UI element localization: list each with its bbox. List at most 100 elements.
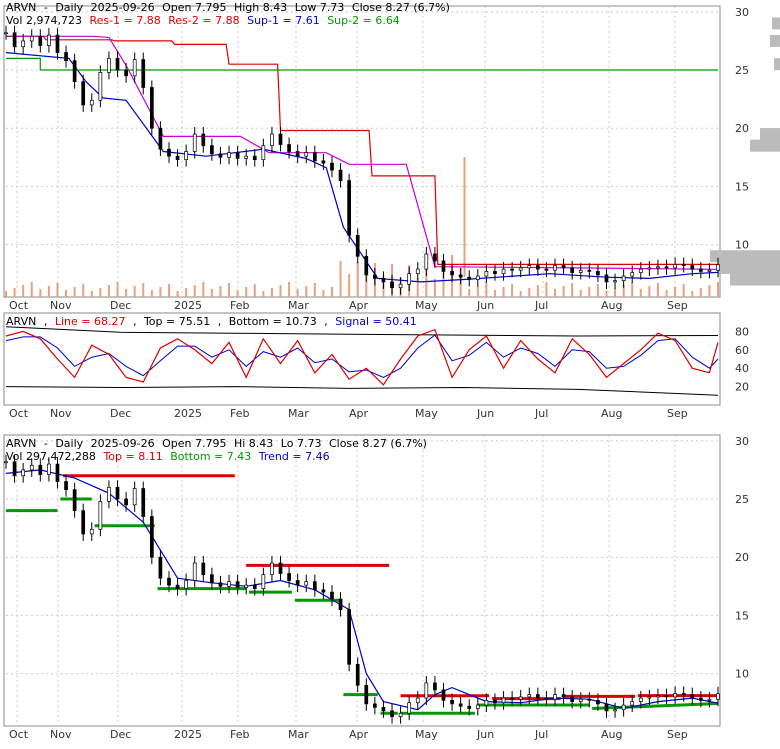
trend-candle-body — [450, 700, 454, 705]
trend-candle-body — [587, 698, 592, 701]
price-volume-bar — [596, 284, 599, 297]
osc-line — [5, 328, 719, 386]
price-candle-body — [390, 281, 394, 289]
price-volume-bar — [571, 283, 574, 297]
price-volume-bar — [47, 286, 50, 297]
osc-bottom-line — [5, 386, 719, 396]
price-volume-bar — [125, 289, 128, 297]
price-candle-body — [287, 144, 291, 152]
price-volume-bar — [691, 291, 694, 297]
price-legend-res1: Res-1 = 7.88 — [89, 14, 161, 27]
trend-candle-body — [64, 481, 68, 491]
price-candle-body — [458, 274, 463, 278]
trend-candle-body — [47, 463, 51, 475]
trend-candle-body — [235, 581, 240, 588]
price-candle-body — [29, 35, 34, 42]
price-volume-bar — [305, 286, 308, 297]
trend-frame — [3, 434, 721, 727]
osc-top-line — [5, 326, 719, 337]
price-candle-body — [467, 276, 472, 280]
price-volume-bar — [682, 284, 685, 297]
trend-candle-body — [355, 663, 360, 686]
trend-legend-top: Top = 8.11 — [103, 450, 163, 463]
price-volume-bar — [674, 287, 677, 297]
price-legend-line1: ARVN - Daily 2025-09-26 Open 7.795 High … — [6, 1, 450, 14]
price-volume-bar — [322, 290, 325, 297]
oscillator-panel: 20 40 60 80 Oct Nov Dec 2025 Feb Mar Apr May Jun Jul A… — [3, 312, 749, 420]
price-candle-body — [64, 52, 68, 62]
trend-candle-body — [38, 464, 43, 475]
price-volume-bar — [73, 287, 76, 297]
price-volume-bar — [30, 282, 33, 297]
price-volume-bar — [511, 284, 514, 297]
trend-candle-body — [664, 695, 669, 698]
price-x-tick-label: Jul — [534, 299, 548, 312]
trend-candle-body — [390, 710, 394, 718]
price-candle-body — [347, 180, 351, 236]
price-volume-spike — [463, 157, 466, 277]
price-volume-bar — [13, 288, 16, 297]
trend-y-tick-label: 20 — [735, 551, 749, 564]
price-x-tick-label: Sep — [667, 299, 688, 312]
price-candle-body — [690, 265, 695, 270]
trend-candle-body — [252, 584, 257, 589]
trend-candle-body — [149, 516, 154, 558]
trend-candle-body — [381, 707, 386, 712]
price-volume-profile-bar — [774, 58, 780, 71]
trend-candle-body — [501, 697, 506, 704]
price-volume-bar — [493, 290, 496, 297]
osc-x-tick-label: Jul — [534, 407, 548, 420]
trend-candle-body — [621, 704, 626, 711]
price-volume-bar — [193, 285, 196, 297]
trend-candle-body — [227, 581, 231, 587]
osc-x-tick-label: Feb — [230, 407, 249, 420]
trend-candle-body — [613, 709, 617, 712]
trend-candle-body — [124, 498, 128, 506]
trend-candle-body — [681, 693, 686, 695]
trend-candle-body — [192, 562, 197, 581]
trend-x-tick-label: Apr — [349, 728, 369, 741]
trend-candle-body — [158, 556, 163, 579]
price-legend-high: High 8.43 — [233, 1, 288, 14]
price-legend-vol: Vol 2,974,723 — [6, 14, 82, 27]
price-volume-bar — [330, 287, 333, 297]
price-volume-bar — [82, 284, 85, 297]
price-candle-body — [81, 81, 86, 106]
price-candle-body — [450, 271, 454, 276]
osc-frame — [3, 312, 721, 406]
trend-legend-high: Hi 8.43 — [233, 437, 274, 450]
price-candle-body — [21, 40, 26, 48]
price-candle-body — [407, 273, 412, 285]
price-volume-bar — [614, 288, 617, 297]
price-candle-body — [201, 133, 206, 147]
trend-x-tick-label: Nov — [50, 728, 72, 741]
trend-candle-body — [407, 702, 412, 714]
price-volume-profile-bar — [770, 34, 780, 47]
trend-x-tick-label: 2025 — [174, 728, 202, 741]
price-volume-bar — [236, 290, 239, 297]
trend-legend-period: Daily — [55, 437, 84, 450]
price-volume-profile-bar — [772, 17, 780, 30]
trend-candle-body — [553, 694, 557, 700]
osc-x-tick-label: Aug — [601, 407, 622, 420]
price-candle-body — [321, 160, 326, 164]
price-volume-profile-bar — [760, 128, 780, 141]
trend-candle-body — [287, 573, 291, 581]
price-candle-body — [4, 32, 8, 35]
price-x-tick-label: Mar — [288, 299, 309, 312]
price-volume-bar — [22, 285, 25, 297]
trend-candle-body — [698, 697, 703, 701]
trend-legend-bottom: Bottom = 7.43 — [170, 450, 252, 463]
price-legend-res2: Res-2 = 7.88 — [168, 14, 240, 27]
price-y-tick-label: 10 — [735, 239, 749, 252]
price-volume-bar — [433, 279, 436, 297]
price-candle-body — [261, 145, 266, 160]
osc-legend-line: ARVN , Line = 68.27 , Top = 75.51 , Bott… — [6, 315, 417, 328]
price-candle-body — [167, 148, 171, 157]
price-y-tick-label: 30 — [735, 6, 749, 19]
price-candle-body — [698, 268, 703, 272]
price-candle-body — [587, 269, 592, 272]
trend-candle-body — [98, 500, 103, 530]
price-y-tick-label: 25 — [735, 64, 749, 77]
